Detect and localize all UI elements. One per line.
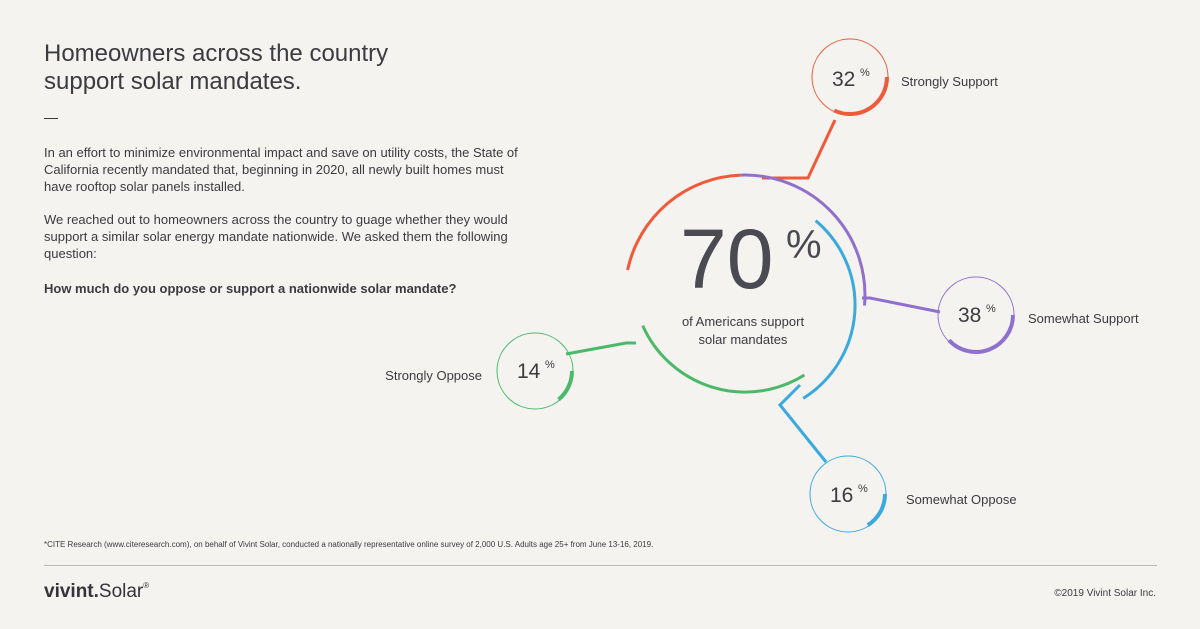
arc-somewhat-oppose [802, 219, 857, 400]
logo-text-vivint: vivint. [44, 581, 99, 602]
bubble-strongly-support: 32 % Strongly Support [811, 38, 998, 117]
survey-question: How much do you oppose or support a nati… [44, 281, 457, 296]
bubble-label: Somewhat Support [1028, 311, 1139, 326]
bubble-ring [809, 455, 887, 533]
title-divider [44, 118, 58, 119]
center-unit: % [786, 223, 822, 267]
bubble-progress [833, 76, 890, 117]
connector-somewhat-oppose [777, 383, 828, 463]
bubble-somewhat-support: 38 % Somewhat Support [937, 276, 1139, 354]
arc-somewhat-support [740, 173, 867, 306]
center-label-line1: of Americans support [682, 314, 805, 329]
connector-strongly-oppose [565, 341, 636, 356]
bubble-value: 38 [958, 304, 981, 327]
vivint-solar-logo: vivint.Solar® [44, 581, 149, 603]
bubble-value: 32 [832, 68, 855, 91]
center-label-line2: solar mandates [699, 332, 788, 347]
bubble-unit: % [545, 359, 555, 371]
footnote: *CITE Research (www.citeresearch.com), o… [44, 540, 654, 549]
connector-somewhat-support [862, 296, 941, 314]
bubble-progress [557, 370, 574, 402]
logo-text-solar: Solar [98, 581, 144, 602]
logo-mark: ® [143, 581, 150, 590]
bubble-value: 14 [517, 360, 541, 383]
bubble-strongly-oppose: 14 % Strongly Oppose [385, 332, 574, 410]
copyright: ©2019 Vivint Solar Inc. [1054, 588, 1156, 599]
arc-strongly-support [626, 173, 741, 271]
bubble-label: Strongly Support [901, 74, 998, 89]
bubble-progress [866, 493, 887, 527]
bubble-value: 16 [830, 484, 853, 507]
bubble-label: Somewhat Oppose [906, 492, 1017, 507]
bubble-progress [947, 314, 1015, 354]
center-value: 70 [680, 212, 773, 306]
arc-strongly-oppose [641, 324, 806, 394]
bubble-label: Strongly Oppose [385, 368, 482, 383]
bubble-somewhat-oppose: 16 % Somewhat Oppose [809, 455, 1017, 533]
connector-strongly-support [762, 119, 837, 180]
page-title: Homeowners across the country support so… [44, 40, 389, 95]
bubble-unit: % [858, 483, 868, 495]
footer-divider [44, 565, 1157, 566]
intro-paragraph-1: In an effort to minimize environmental i… [44, 145, 518, 194]
intro-paragraph-2: We reached out to homeowners across the … [44, 212, 508, 261]
bubble-unit: % [986, 303, 996, 315]
bubble-unit: % [860, 67, 870, 79]
